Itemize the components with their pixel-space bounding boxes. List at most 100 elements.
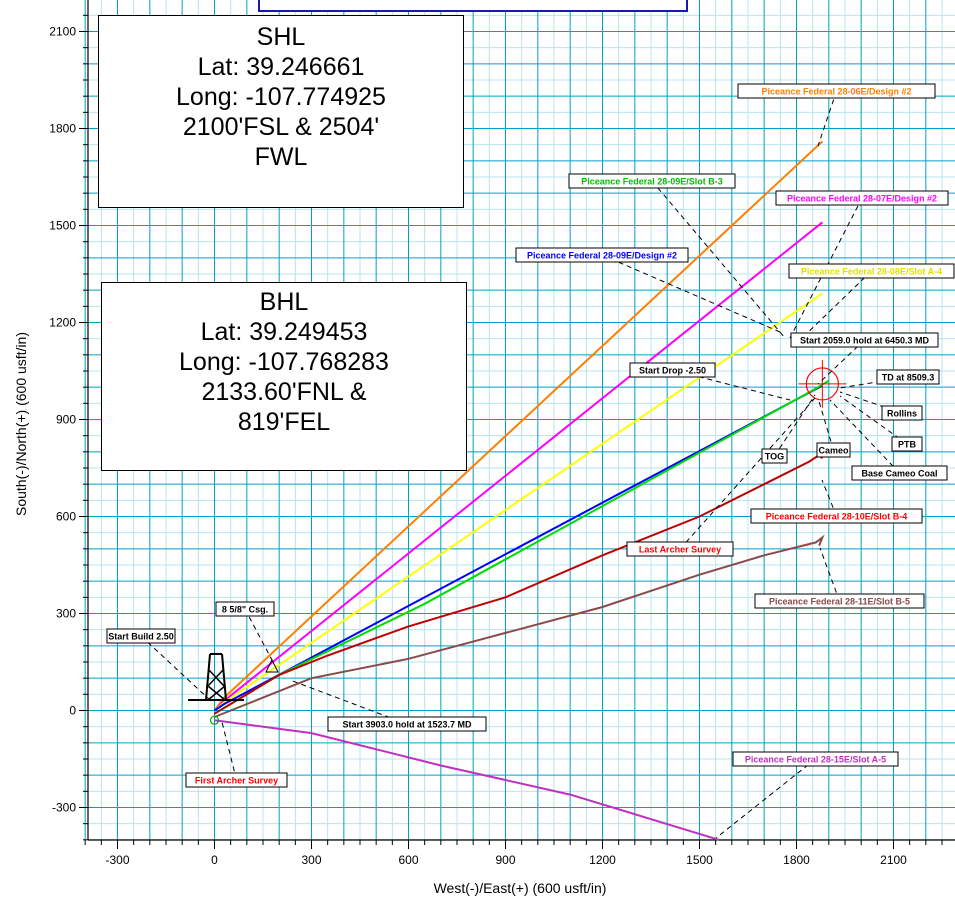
shl-lat: Lat: 39.246661 — [197, 53, 365, 81]
annotation-label: Base Cameo Coal — [861, 469, 937, 479]
x-tick-label: 1800 — [783, 853, 810, 867]
leader-line — [839, 395, 908, 445]
annotation-label: TOG — [765, 452, 784, 462]
annotation-label: Last Archer Survey — [639, 545, 721, 555]
bhl-footage: 2133.60'FNL & 819'FEL — [201, 378, 367, 436]
rig-icon — [188, 653, 244, 701]
shl-box: SHL Lat: 39.246661 Long: -107.774925 210… — [98, 15, 464, 208]
leader-line — [799, 270, 872, 341]
well-path-line — [213, 384, 823, 712]
annotation-label: Piceance Federal 28-10E/Slot B-4 — [766, 512, 908, 522]
annotation-label: Piceance Federal 28-11E/Slot B-5 — [769, 597, 910, 607]
annotation-label: Cameo — [818, 446, 849, 456]
leader-line — [817, 397, 834, 451]
annotation-box — [737, 83, 936, 99]
y-tick-label: 1200 — [49, 316, 76, 330]
x-tick-label: 1200 — [589, 853, 616, 867]
bhl-box: BHL Lat: 39.249453 Long: -107.768283 213… — [101, 282, 467, 471]
x-tick-label: 300 — [301, 853, 321, 867]
leader-line — [821, 479, 837, 517]
x-tick-label: 0 — [211, 853, 218, 867]
annotation-box — [515, 247, 689, 263]
annotation-label: Piceance Federal 28-09E/Design #2 — [527, 251, 677, 261]
bhl-title: BHL — [259, 288, 309, 316]
annotation-box — [851, 465, 948, 481]
rig-brace — [207, 685, 226, 701]
y-tick-label: -300 — [52, 800, 76, 814]
leader-line — [221, 721, 237, 781]
bhl-long: Long: -107.768283 — [179, 348, 389, 376]
annotation-label: Start 2059.0 hold at 6450.3 MD — [800, 336, 930, 346]
shl-long: Long: -107.774925 — [176, 83, 386, 111]
annotation-box — [761, 448, 788, 464]
annotation-box — [568, 173, 736, 189]
annotation-label: Piceance Federal 28-09E/Slot B-3 — [581, 177, 723, 187]
annotation-label: Start Drop -2.50 — [639, 366, 706, 376]
annotation-label: Start Build 2.50 — [108, 632, 174, 642]
rig-brace — [207, 669, 224, 687]
x-axis-title: West(-)/East(+) (600 usft/in) — [434, 880, 607, 896]
annotation-box — [754, 593, 925, 609]
annotation-box — [891, 436, 923, 452]
annotation-box — [629, 362, 716, 378]
annotation-labels: Piceance Federal 28-06E/Design #2 Piceanc… — [106, 83, 955, 788]
annotation-label: Start 3903.0 hold at 1523.7 MD — [342, 720, 472, 730]
leader-line — [679, 397, 816, 550]
rig-leg — [221, 653, 227, 701]
target-markers — [188, 359, 847, 725]
x-tick-label: -300 — [105, 853, 129, 867]
leader-line — [140, 635, 211, 701]
y-tick-label: 300 — [56, 607, 76, 621]
annotation-label: Piceance Federal 28-06E/Design #2 — [761, 87, 911, 97]
y-tick-label: 0 — [69, 704, 76, 718]
bhl-lat: Lat: 39.249453 — [200, 318, 368, 346]
annotation-box — [106, 628, 176, 644]
annotation-box — [788, 263, 955, 279]
casing-marker — [265, 658, 279, 673]
start-marker — [209, 715, 220, 725]
annotation-label: Piceance Federal 28-07E/Design #2 — [787, 194, 937, 204]
leader-line — [817, 90, 837, 147]
annotation-label: First Archer Survey — [195, 776, 278, 786]
leader-line — [774, 394, 816, 457]
annotation-label: Piceance Federal 28-08E/Slot A-4 — [801, 267, 942, 277]
annotation-box — [626, 541, 734, 557]
leader-line — [829, 399, 900, 474]
y-tick-label: 900 — [56, 413, 76, 427]
annotation-label: 8 5/8" Csg. — [222, 605, 268, 615]
leader-line — [819, 547, 840, 602]
annotation-box — [881, 405, 923, 421]
y-tick-label: 1800 — [49, 122, 76, 136]
shl-title: SHL — [256, 23, 306, 51]
annotation-box — [327, 716, 487, 732]
leader-line — [651, 180, 786, 339]
annotation-box — [185, 772, 288, 788]
annotation-box — [732, 751, 899, 767]
annotation-box — [775, 190, 949, 206]
top-banner — [258, 0, 688, 12]
tick-labels: -300 0 300 600 900 1200 1500 1800 2100 -300 0 300 60… — [49, 25, 907, 867]
x-tick-label: 2100 — [880, 853, 907, 867]
leader-line — [244, 608, 273, 661]
x-tick-label: 900 — [495, 853, 515, 867]
shl-footage: 2100'FSL & 2504' FWL — [182, 113, 380, 171]
well-path-line — [214, 719, 720, 841]
y-tick-label: 600 — [56, 510, 76, 524]
annotation-box — [750, 508, 923, 524]
y-tick-label: 2100 — [49, 25, 76, 39]
annotation-box — [790, 332, 939, 348]
annotation-label: TD at 8509.3 — [882, 373, 935, 383]
y-axis-title: South(-)/North(+) (600 usft/in) — [13, 332, 29, 516]
plot-frame — [79, 0, 955, 849]
annotation-box — [816, 442, 851, 458]
rig-leg — [205, 653, 211, 701]
x-tick-label: 600 — [398, 853, 418, 867]
leader-line — [715, 758, 816, 839]
well-path-line — [213, 453, 824, 715]
annotation-box — [876, 369, 940, 385]
annotation-label: Piceance Federal 28-15E/Slot A-5 — [745, 755, 886, 765]
annotation-label: Rollins — [887, 409, 917, 419]
annotation-label: PTB — [898, 440, 917, 450]
well-path-line — [214, 534, 825, 718]
